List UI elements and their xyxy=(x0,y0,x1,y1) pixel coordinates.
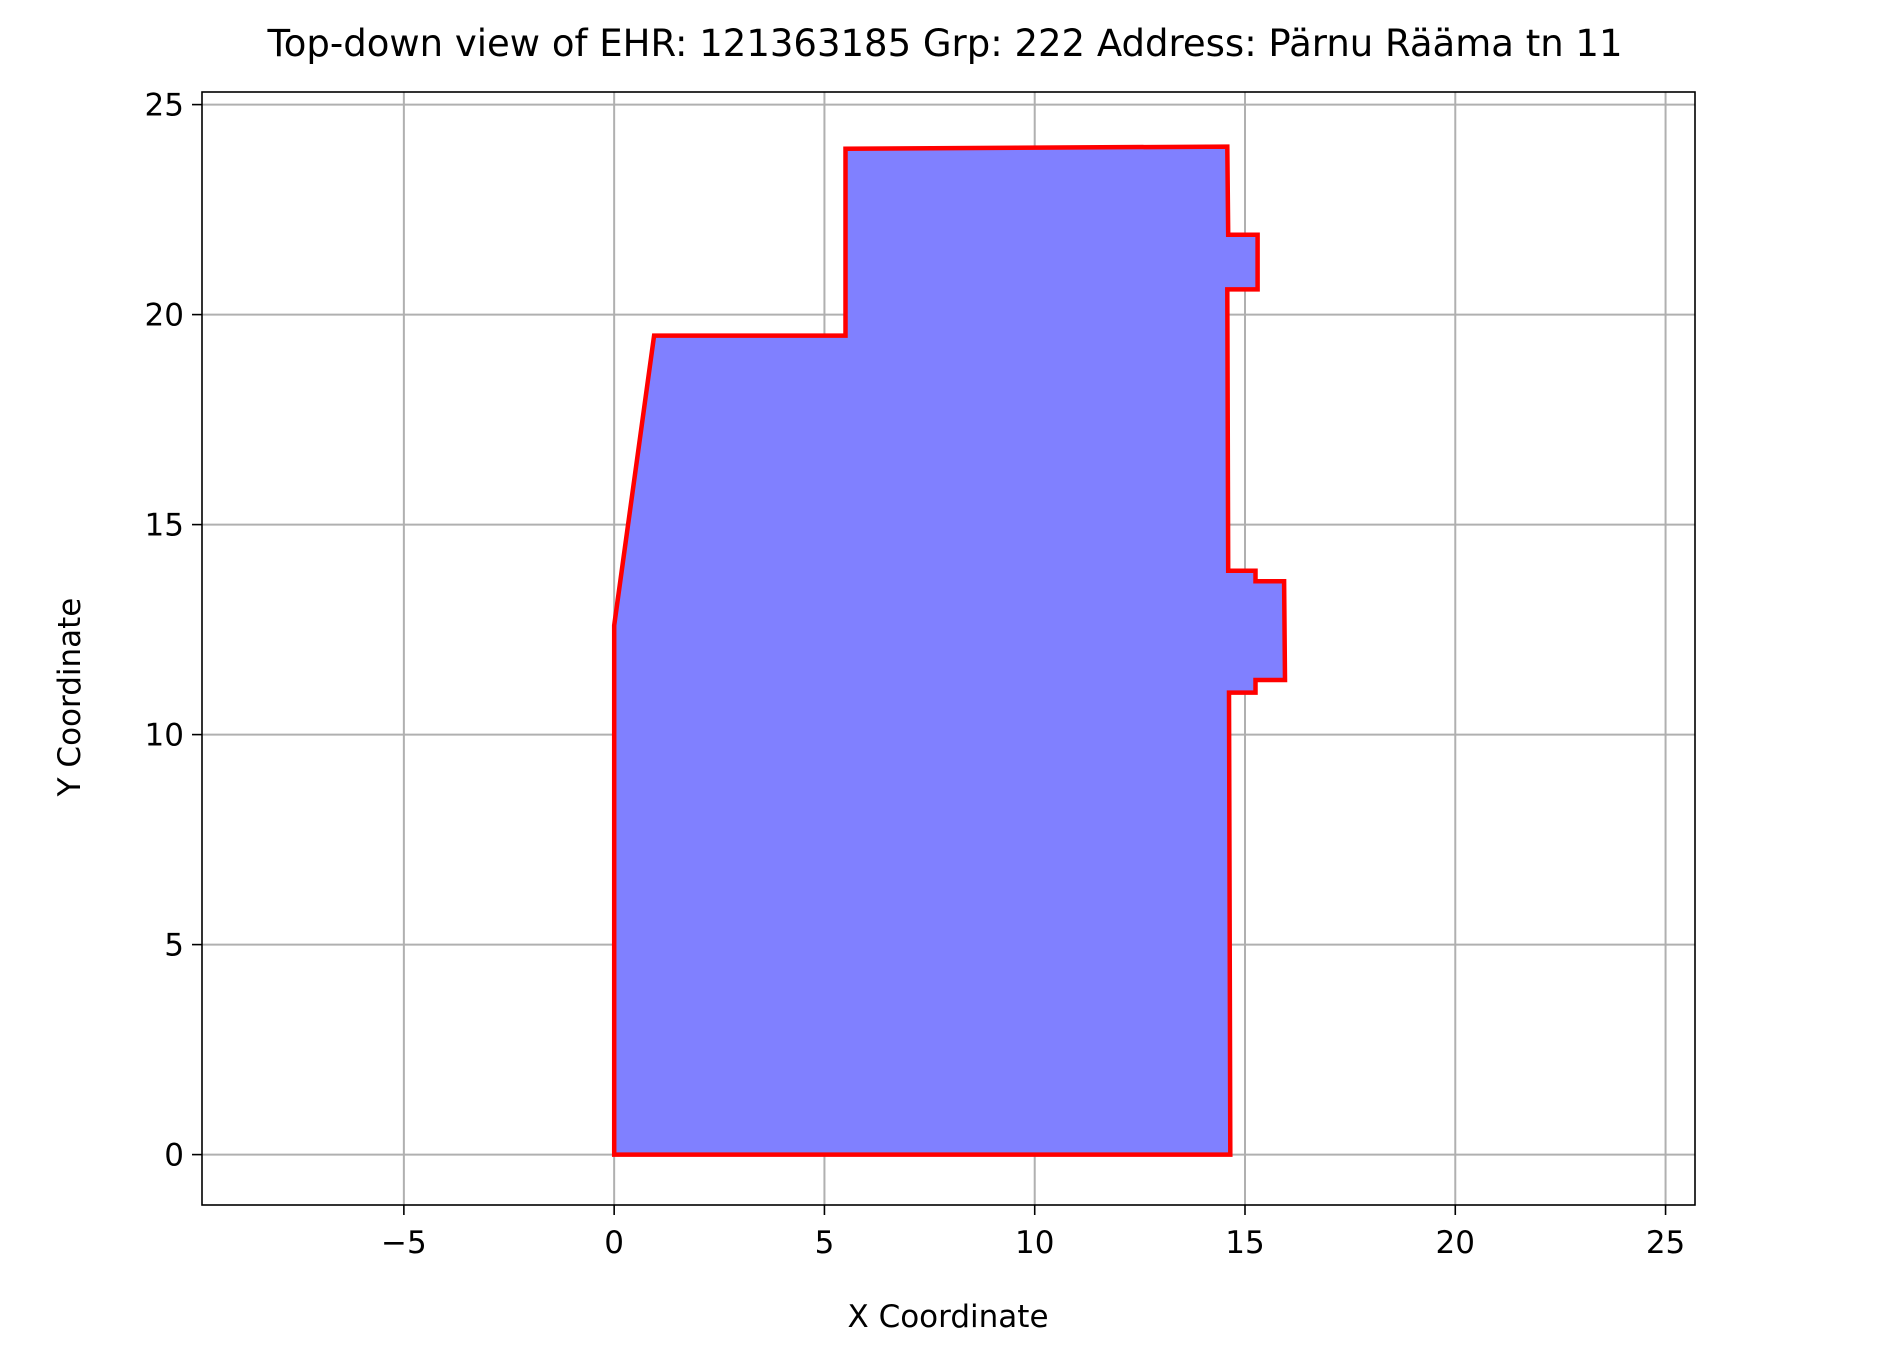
y-tick-label: 25 xyxy=(145,88,184,124)
y-tick-label: 15 xyxy=(145,508,184,544)
y-tick-label: 10 xyxy=(145,718,184,754)
y-axis-label: Y Coordinate xyxy=(52,598,88,798)
chart-title: Top-down view of EHR: 121363185 Grp: 222… xyxy=(266,22,1622,65)
x-tick-label: −5 xyxy=(381,1225,427,1261)
y-tick-label: 5 xyxy=(164,928,184,964)
y-tick-label: 20 xyxy=(145,298,184,334)
y-axis-ticks: 0 5 10 15 20 25 xyxy=(145,88,202,1174)
x-axis-label: X Coordinate xyxy=(847,1299,1048,1335)
x-tick-label: 5 xyxy=(815,1225,835,1261)
x-tick-label: 0 xyxy=(604,1225,624,1261)
x-tick-label: 10 xyxy=(1015,1225,1054,1261)
plot-area xyxy=(611,144,1288,1157)
y-tick-label: 0 xyxy=(164,1138,184,1174)
x-axis-ticks: −5 0 5 10 15 20 25 xyxy=(381,1205,1685,1261)
axes-frame xyxy=(201,91,1696,1206)
x-tick-label: 20 xyxy=(1436,1225,1475,1261)
x-tick-label: 15 xyxy=(1225,1225,1264,1261)
building-footprint-polygon xyxy=(611,144,1288,1157)
x-tick-label: 25 xyxy=(1646,1225,1685,1261)
